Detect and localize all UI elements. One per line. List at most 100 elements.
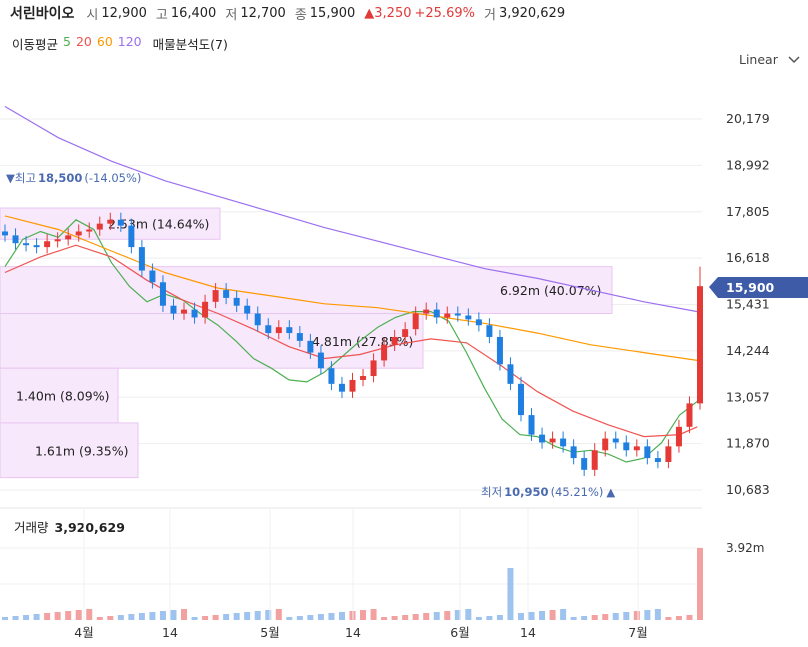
volume-bar	[686, 615, 693, 620]
candle-body	[181, 309, 188, 314]
scale-mode-dropdown[interactable]: Linear	[739, 52, 800, 67]
y-tick-label: 16,618	[726, 250, 770, 265]
moving-average-legend[interactable]: 이동평균 5 20 60 120 매물분석도(7)	[12, 34, 228, 53]
x-tick-label: 7월	[628, 625, 647, 640]
candle-body	[644, 446, 651, 459]
volume-bar	[317, 614, 324, 620]
volume-profile-legend: 매물분석도(7)	[152, 37, 228, 52]
volume-bar	[654, 609, 661, 620]
candle-body	[570, 446, 577, 459]
x-tick-label: 14	[520, 625, 536, 640]
candle-body	[528, 415, 535, 435]
candle-body	[623, 442, 630, 451]
volume-bar	[665, 617, 672, 620]
high-low-markers: ▼최고 18,500 (-14.05%) 최저 10,950 (45.21%) ▲	[6, 171, 615, 499]
volume-bar	[96, 617, 103, 620]
candle-body	[591, 450, 598, 470]
ma20-line	[4, 244, 698, 438]
candle-body	[149, 270, 156, 283]
candle-body	[2, 231, 8, 236]
volume-profile-label: 6.92m (40.07%)	[500, 283, 601, 298]
volume-bar	[54, 612, 61, 620]
volume-bar	[381, 617, 388, 620]
candle-body	[317, 352, 324, 369]
volume-bar	[338, 612, 345, 620]
candle-body	[633, 446, 640, 451]
volume-profile-bar	[0, 313, 424, 369]
x-tick-label: 5월	[260, 625, 279, 640]
volume-profile-label: 1.61m (9.35%)	[35, 443, 128, 458]
volume-bar	[23, 615, 30, 620]
candle-body	[549, 438, 556, 443]
volume-bar	[391, 616, 398, 620]
open-value: 12,900	[101, 5, 147, 21]
volume-bar	[296, 616, 303, 620]
candle-body	[107, 219, 114, 224]
volume-bar	[412, 614, 419, 620]
volume-value: 3,920,629	[498, 5, 566, 21]
ma120-legend: 120	[117, 34, 142, 49]
price-header: 서린바이오 시 12,900 고 16,400 저 12,700 종 15,900 ▲3…	[10, 2, 574, 24]
candle-body	[697, 286, 703, 404]
candle-body	[86, 229, 93, 232]
volume-bars	[2, 548, 703, 620]
chevron-down-icon	[788, 55, 800, 63]
volume-bar	[370, 609, 377, 620]
candle-body	[328, 368, 335, 384]
y-tick-label: 20,179	[726, 111, 770, 126]
candle-body	[517, 383, 524, 416]
candle-body	[602, 438, 609, 451]
volume-bar	[233, 613, 240, 620]
candle-body	[423, 309, 430, 314]
volume-bar	[423, 613, 430, 620]
candle-body	[65, 235, 72, 240]
date-axis: 4월 14 5월 14 6월 14 7월	[74, 508, 648, 640]
ma120-line	[4, 105, 698, 313]
volume-bar	[475, 617, 482, 620]
volume-bar	[623, 612, 630, 620]
candle-body	[138, 247, 145, 271]
volume-bar	[549, 610, 556, 620]
candle-body	[475, 319, 482, 326]
moving-average-lines	[4, 105, 698, 463]
volume-bar	[570, 617, 577, 620]
last-price-text: 15,900	[726, 280, 775, 295]
ma5-legend: 5	[63, 34, 71, 49]
volume-bar	[33, 614, 40, 620]
volume-profile-label: 4.81m (27.85%)	[312, 334, 413, 349]
change-value: ▲3,250	[364, 5, 412, 21]
volume-bar	[128, 614, 135, 620]
ma-label: 이동평균	[12, 37, 59, 52]
candle-body	[254, 313, 261, 326]
volume-bar	[602, 614, 609, 620]
volume-bar	[560, 609, 567, 620]
volume-profile-label: 1.40m (8.09%)	[16, 389, 109, 404]
candle-body	[370, 360, 377, 377]
low-marker: 최저 10,950 (45.21%) ▲	[481, 485, 615, 499]
candle-body	[117, 219, 124, 226]
ma5-line	[4, 219, 698, 463]
candle-body	[296, 333, 303, 341]
volume-bar	[286, 617, 293, 620]
volume-bar	[633, 611, 640, 620]
candle-body	[23, 243, 30, 246]
candle-body	[444, 313, 451, 318]
close-label: 종	[294, 7, 307, 23]
stock-name: 서린바이오	[10, 6, 75, 22]
candlesticks[interactable]	[2, 212, 703, 477]
volume-bar	[2, 617, 8, 620]
candle-body	[402, 329, 409, 337]
volume-bar	[328, 613, 335, 620]
candle-body	[381, 344, 388, 361]
price-axis: 20,179 18,992 17,805 16,618 15,431 14,244 13,0…	[726, 111, 770, 497]
candle-body	[338, 383, 345, 392]
volume-bar	[12, 616, 19, 620]
candle-body	[391, 336, 398, 345]
candle-body	[486, 325, 493, 337]
ma60-line	[4, 215, 698, 361]
candle-body	[612, 438, 619, 443]
candle-body	[433, 309, 440, 318]
low-label: 저	[225, 7, 238, 23]
volume-bar	[44, 613, 51, 620]
